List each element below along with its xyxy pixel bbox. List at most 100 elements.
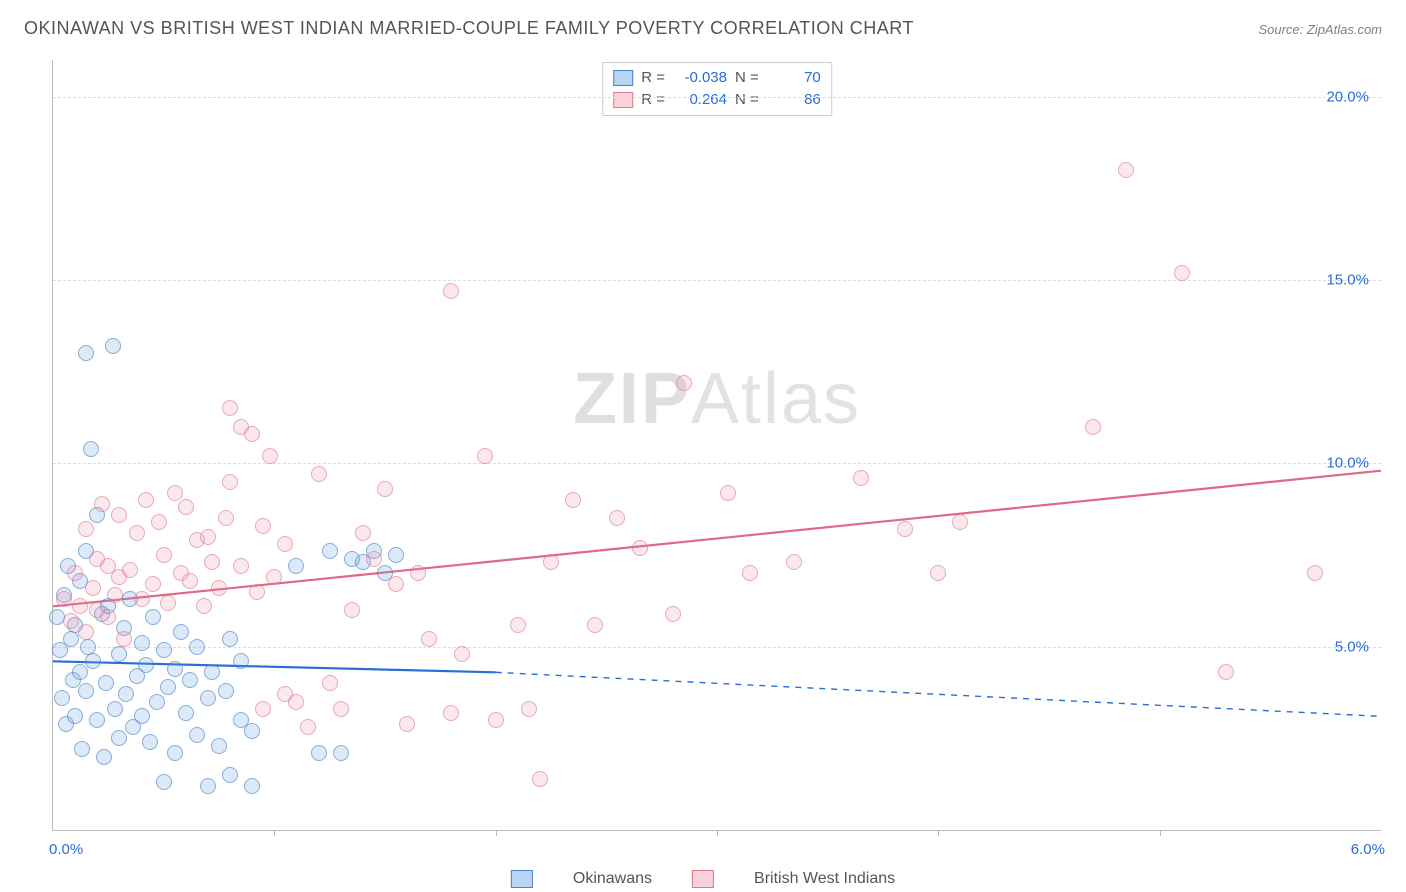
scatter-point	[344, 602, 360, 618]
scatter-point	[288, 558, 304, 574]
scatter-point	[83, 441, 99, 457]
scatter-point	[145, 609, 161, 625]
scatter-point	[333, 745, 349, 761]
scatter-point	[134, 708, 150, 724]
scatter-point	[222, 400, 238, 416]
scatter-point	[167, 661, 183, 677]
scatter-point	[78, 683, 94, 699]
scatter-point	[587, 617, 603, 633]
scatter-point	[388, 547, 404, 563]
scatter-point	[98, 675, 114, 691]
scatter-point	[222, 474, 238, 490]
y-tick-label: 15.0%	[1326, 272, 1369, 289]
y-tick-label: 10.0%	[1326, 455, 1369, 472]
scatter-point	[72, 664, 88, 680]
gridline	[53, 97, 1381, 98]
scatter-point	[399, 716, 415, 732]
trend-line	[496, 672, 1381, 716]
scatter-point	[277, 686, 293, 702]
y-tick-label: 5.0%	[1335, 638, 1369, 655]
scatter-point	[63, 613, 79, 629]
scatter-point	[311, 466, 327, 482]
scatter-point	[156, 642, 172, 658]
scatter-point	[80, 639, 96, 655]
scatter-point	[149, 694, 165, 710]
x-tick	[717, 830, 718, 836]
scatter-point	[1085, 419, 1101, 435]
scatter-point	[182, 672, 198, 688]
scatter-point	[85, 653, 101, 669]
scatter-point	[160, 679, 176, 695]
scatter-point	[156, 774, 172, 790]
scatter-point	[255, 701, 271, 717]
scatter-point	[94, 496, 110, 512]
scatter-point	[100, 609, 116, 625]
scatter-point	[222, 631, 238, 647]
scatter-point	[477, 448, 493, 464]
x-min-label: 0.0%	[49, 841, 83, 858]
scatter-point	[167, 745, 183, 761]
scatter-point	[322, 675, 338, 691]
scatter-point	[532, 771, 548, 787]
scatter-point	[249, 584, 265, 600]
scatter-point	[300, 719, 316, 735]
scatter-point	[129, 525, 145, 541]
scatter-point	[96, 749, 112, 765]
scatter-point	[488, 712, 504, 728]
gridline	[53, 463, 1381, 464]
scatter-point	[89, 712, 105, 728]
scatter-point	[111, 507, 127, 523]
scatter-point	[742, 565, 758, 581]
scatter-point	[1118, 162, 1134, 178]
scatter-point	[333, 701, 349, 717]
x-max-label: 6.0%	[1351, 841, 1385, 858]
scatter-point	[111, 730, 127, 746]
scatter-point	[54, 690, 70, 706]
scatter-point	[118, 686, 134, 702]
scatter-point	[853, 470, 869, 486]
scatter-point	[78, 345, 94, 361]
scatter-point	[311, 745, 327, 761]
scatter-point	[897, 521, 913, 537]
plot-area: ZIPAtlas R = -0.038 N = 70 R = 0.264 N =…	[52, 60, 1381, 831]
scatter-point	[107, 701, 123, 717]
scatter-point	[222, 767, 238, 783]
scatter-point	[200, 690, 216, 706]
scatter-point	[218, 510, 234, 526]
x-tick	[938, 830, 939, 836]
scatter-point	[204, 664, 220, 680]
chart-title: OKINAWAN VS BRITISH WEST INDIAN MARRIED-…	[24, 18, 914, 39]
scatter-point	[266, 569, 282, 585]
scatter-point	[443, 705, 459, 721]
scatter-point	[142, 734, 158, 750]
scatter-point	[421, 631, 437, 647]
x-tick	[274, 830, 275, 836]
scatter-point	[609, 510, 625, 526]
scatter-point	[262, 448, 278, 464]
scatter-point	[182, 573, 198, 589]
x-tick	[1160, 830, 1161, 836]
scatter-point	[244, 426, 260, 442]
trend-line	[53, 661, 496, 672]
scatter-point	[200, 778, 216, 794]
series-legend: Okinawans British West Indians	[511, 870, 895, 888]
scatter-point	[111, 646, 127, 662]
scatter-point	[218, 683, 234, 699]
scatter-point	[377, 481, 393, 497]
scatter-point	[255, 518, 271, 534]
scatter-point	[388, 576, 404, 592]
scatter-point	[676, 375, 692, 391]
scatter-point	[244, 778, 260, 794]
legend-label-bwi: British West Indians	[754, 870, 895, 888]
scatter-point	[244, 723, 260, 739]
scatter-point	[510, 617, 526, 633]
source-attribution: Source: ZipAtlas.com	[1258, 22, 1382, 37]
scatter-point	[122, 562, 138, 578]
scatter-point	[211, 738, 227, 754]
scatter-point	[145, 576, 161, 592]
trend-lines	[53, 60, 1381, 830]
scatter-point	[355, 525, 371, 541]
scatter-point	[178, 499, 194, 515]
scatter-point	[173, 624, 189, 640]
scatter-point	[454, 646, 470, 662]
